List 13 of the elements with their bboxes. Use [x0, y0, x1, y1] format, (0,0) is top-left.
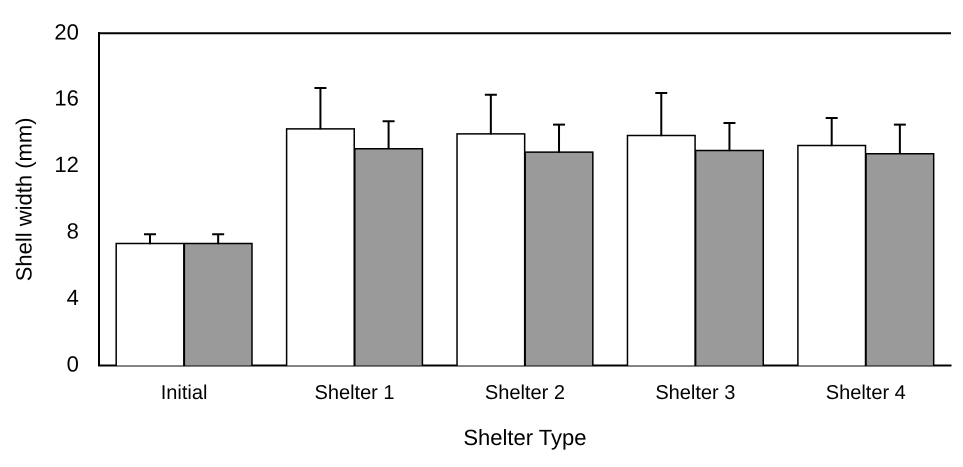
y-tick-label: 0	[66, 352, 79, 377]
x-axis-title: Shelter Type	[463, 424, 586, 450]
y-tick-label: 12	[54, 152, 79, 178]
y-axis-title: Shell width (mm)	[11, 117, 36, 282]
y-tick-label: 20	[54, 19, 79, 44]
y-tick-label: 16	[54, 86, 79, 111]
x-tick-label: Shelter 2	[484, 382, 565, 404]
y-tick-label: 4	[66, 285, 79, 310]
x-tick-label: Shelter 1	[314, 382, 395, 404]
x-tick-label: Shelter 3	[655, 382, 736, 404]
x-tick-label: Initial	[160, 382, 208, 404]
y-tick-label: 8	[66, 218, 79, 244]
x-tick-label: Shelter 4	[826, 382, 906, 404]
